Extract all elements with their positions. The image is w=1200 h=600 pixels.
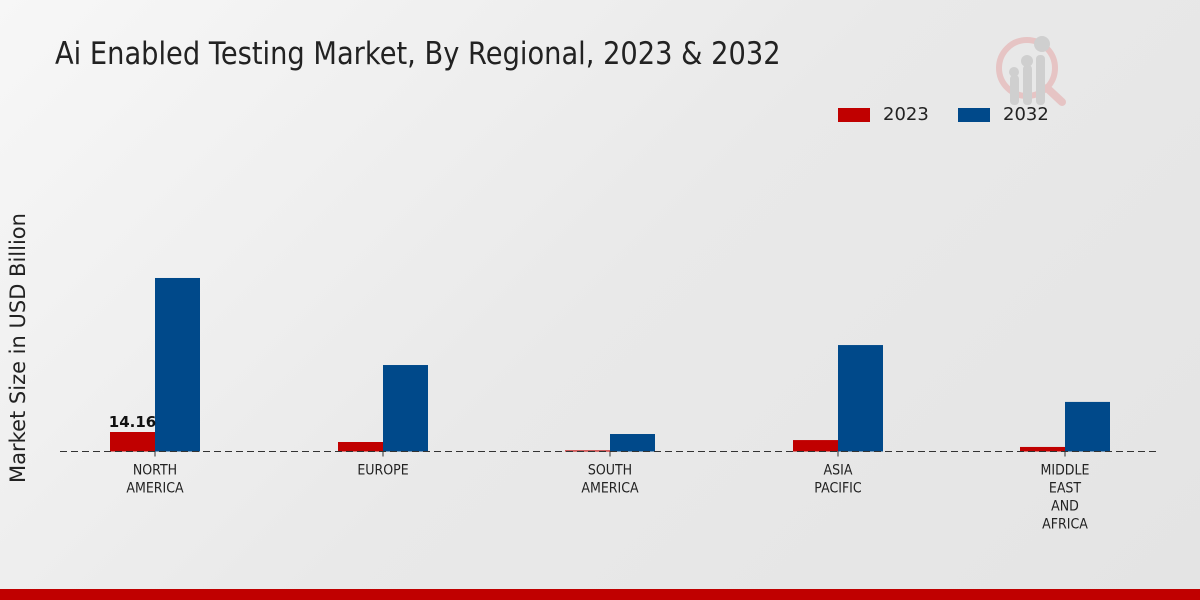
x-tick-label-1: EUROPE <box>357 463 408 479</box>
bar-2023-3 <box>793 440 838 452</box>
bar-2023-2 <box>565 450 610 452</box>
bar-2023-4 <box>1020 446 1065 452</box>
data-label: 14.16 <box>109 413 156 431</box>
bar-2032-2 <box>610 434 655 452</box>
bar-2023-0 <box>110 432 155 452</box>
x-tick-label-2: SOUTH AMERICA <box>581 463 638 497</box>
x-tick-label-3: ASIA PACIFIC <box>814 463 861 497</box>
legend-swatch-2032 <box>958 107 990 122</box>
footer-bar <box>0 589 1200 600</box>
legend-item-2032: 2032 <box>958 104 1049 125</box>
legend-item-2023: 2023 <box>838 104 929 125</box>
bar-2032-3 <box>838 345 883 452</box>
legend-swatch-2023 <box>838 107 870 122</box>
bar-2023-1 <box>338 441 383 452</box>
bar-2032-4 <box>1065 401 1110 452</box>
x-tick-label-4: MIDDLE EAST AND AFRICA <box>1041 463 1090 533</box>
chart-title: Ai Enabled Testing Market, By Regional, … <box>55 36 781 72</box>
bar-2032-1 <box>383 365 428 452</box>
bar-2032-0 <box>155 277 200 452</box>
legend-label: 2023 <box>883 104 929 125</box>
x-tick-label-0: NORTH AMERICA <box>126 463 183 497</box>
legend-label: 2032 <box>1003 104 1049 125</box>
